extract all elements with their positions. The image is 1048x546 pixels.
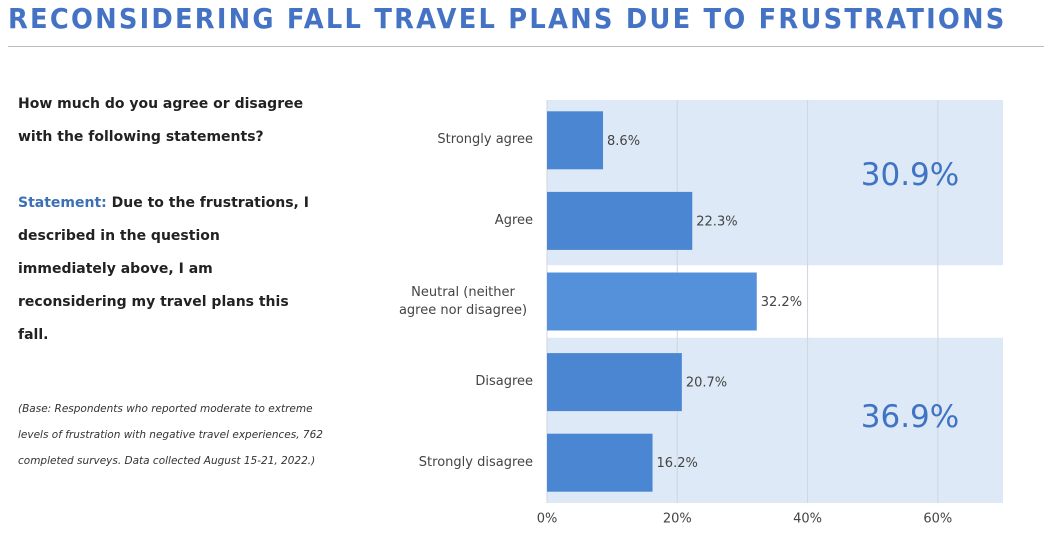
slide-title: RECONSIDERING FALL TRAVEL PLANS DUE TO F… — [8, 2, 1007, 35]
group-total: 36.9% — [861, 399, 959, 435]
bar — [547, 272, 757, 331]
value-label: 16.2% — [657, 456, 698, 471]
group-total: 30.9% — [861, 157, 959, 193]
value-label: 20.7% — [686, 376, 727, 391]
value-label: 32.2% — [761, 295, 802, 310]
statement-label: Statement: — [18, 195, 107, 211]
bar — [547, 191, 693, 250]
title-rule — [8, 46, 1044, 47]
x-tick-label: 60% — [923, 512, 952, 527]
category-label: Strongly agree — [437, 132, 533, 148]
x-tick-label: 40% — [793, 512, 822, 527]
value-label: 22.3% — [696, 214, 737, 229]
statement: Due to the frustrations, I described in … — [18, 195, 309, 343]
question: How much do you agree or disagree with t… — [18, 96, 304, 145]
statement-block: Statement: Due to the frustrations, I de… — [18, 187, 318, 352]
bar — [547, 433, 653, 492]
category-label: Strongly disagree — [418, 454, 533, 470]
bar — [547, 353, 682, 412]
bar — [547, 111, 604, 170]
base-note: (Base: Respondents who reported moderate… — [18, 403, 323, 467]
value-label: 8.6% — [607, 134, 640, 149]
x-tick-label: 0% — [537, 512, 558, 527]
category-label: Agree — [494, 212, 533, 228]
x-tick-label: 20% — [663, 512, 692, 527]
category-label: Neutral (neither agree nor disagree) — [398, 284, 528, 318]
category-label: Disagree — [475, 374, 533, 390]
